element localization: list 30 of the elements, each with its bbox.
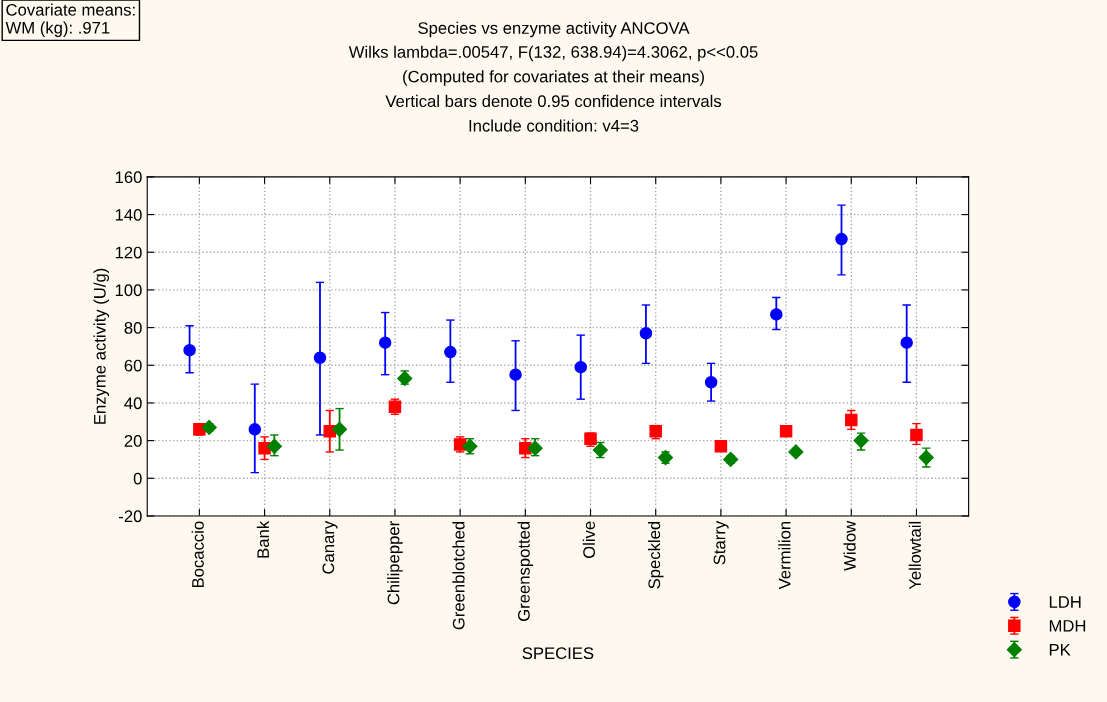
y-tick-label: 80 [124,322,142,334]
x-tick-label: Chilipepper [387,521,403,605]
y-tick-label: 20 [124,435,142,447]
x-tick-label: Greenblotched [452,521,465,630]
y-tick-label: 140 [115,208,142,221]
y-tick-label: 0 [133,472,142,485]
chart-title: Species vs enzyme activity ANCOVA [418,21,690,38]
legend-label: LDH [1049,596,1081,608]
x-tick-label: Greenspotted [517,521,534,621]
y-tick-label: -20 [119,510,142,523]
x-tick-label: Yellowtail [908,521,921,590]
legend-label: MDH [1049,620,1086,632]
x-tick-label: Vermilion [778,521,791,590]
x-tick-label: Widow [843,520,856,571]
y-tick-label: 100 [115,284,142,297]
x-tick-label: Bank [256,520,270,558]
y-tick-label: 120 [115,246,142,259]
x-tick-label: Starry [713,520,729,565]
y-axis-title: Enzyme activity (U/g) [93,268,110,424]
legend-label: PK [1049,644,1071,656]
x-tick-label: Speckled [647,521,664,589]
chart-subtitle: Wilks lambda=.00547, F(132, 638.94)=4.3062, p<<0.05 (Computed for covariates at their means) Vertical bars denote 0.95 confidence intervals Include condition: v4=3 [348,45,758,132]
y-tick-label: 40 [124,397,142,410]
y-tick-label: 60 [124,359,142,372]
x-tick-label: Olive [582,521,595,559]
x-tick-label: Bocaccio [191,521,204,588]
x-axis-title: SPECIES [522,647,594,660]
x-tick-label: Canary [322,520,338,574]
text: Covariate means: WM (kg): .971 [5,3,135,37]
y-tick-label: 160 [115,171,142,184]
